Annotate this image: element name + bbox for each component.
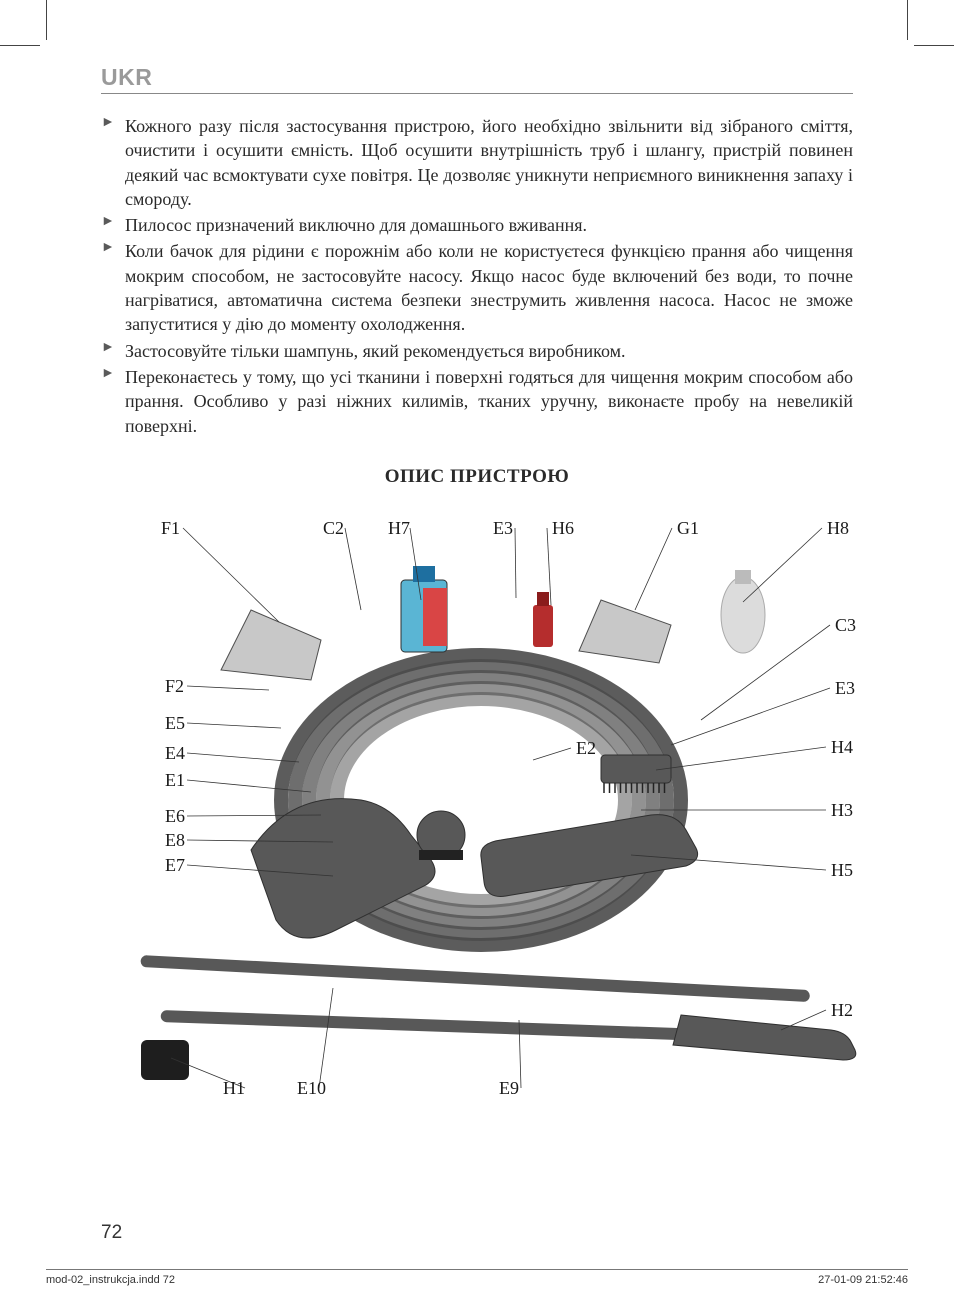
diagram-label: E1 <box>165 770 185 791</box>
diagram-label: E10 <box>297 1078 326 1099</box>
slug-filename: mod-02_instrukcja.indd 72 <box>46 1274 175 1286</box>
diagram-label: H7 <box>388 518 410 539</box>
diagram-label: H8 <box>827 518 849 539</box>
diagram-label: E4 <box>165 743 185 764</box>
list-item: Коли бачок для рідини є порожнім або кол… <box>101 239 853 336</box>
diagram-label: H4 <box>831 737 853 758</box>
list-item: Застосовуйте тільки шампунь, який рекоме… <box>101 339 853 363</box>
diagram-label: E2 <box>576 738 596 759</box>
list-item: Переконаєтесь у тому, що усі тканини і п… <box>101 365 853 438</box>
diagram-label: H3 <box>831 800 853 821</box>
body-text: Кожного разу після застосування пристрою… <box>101 114 853 1130</box>
diagram-label: H1 <box>223 1078 245 1099</box>
slug-timestamp: 27-01-09 21:52:46 <box>818 1274 908 1286</box>
diagram-label: E3 <box>835 678 855 699</box>
page-number: 72 <box>101 1222 122 1244</box>
diagram-label: H6 <box>552 518 574 539</box>
diagram-label: E9 <box>499 1078 519 1099</box>
page-content-area: UKR Кожного разу після застосування прис… <box>46 45 908 1254</box>
diagram-label: F2 <box>165 676 184 697</box>
language-code: UKR <box>101 64 152 91</box>
diagram-label: E8 <box>165 830 185 851</box>
header-rule: UKR <box>101 93 853 94</box>
diagram-label: E7 <box>165 855 185 876</box>
diagram-label: H5 <box>831 860 853 881</box>
print-slug: mod-02_instrukcja.indd 72 27-01-09 21:52… <box>46 1269 908 1286</box>
diagram-label: G1 <box>677 518 699 539</box>
list-item: Пилосос призначений виключно для домашнь… <box>101 213 853 237</box>
instruction-list: Кожного разу після застосування пристрою… <box>101 114 853 438</box>
diagram-label: E6 <box>165 806 185 827</box>
diagram-label: E5 <box>165 713 185 734</box>
list-item: Кожного разу після застосування пристрою… <box>101 114 853 211</box>
diagram-label: F1 <box>161 518 180 539</box>
section-title: ОПИС ПРИСТРОЮ <box>101 466 853 488</box>
diagram-label: E3 <box>493 518 513 539</box>
diagram-label: C3 <box>835 615 856 636</box>
diagram-label: H2 <box>831 1000 853 1021</box>
parts-diagram: F1 C2 H7 E3 H6 G1 H8 C3 E3 H4 H3 H5 H2 F2 E5 E4 E1 E6 E8 E7… <box>101 510 861 1130</box>
diagram-label: C2 <box>323 518 344 539</box>
